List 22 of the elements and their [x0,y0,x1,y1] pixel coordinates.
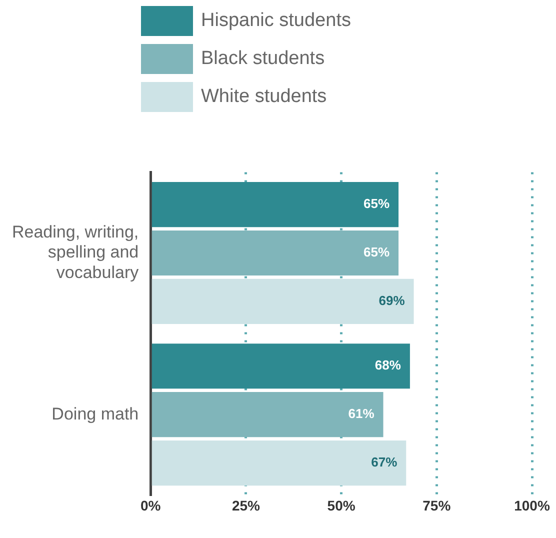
bar [152,344,410,389]
data-label: 65% [363,244,390,260]
bar [152,230,399,276]
legend-label: Hispanic students [201,10,351,32]
y-tick-label: Doing math [52,404,139,424]
bar [152,182,399,228]
x-tick-label: 50% [327,498,356,514]
bar [152,440,406,486]
x-tick-label: 25% [232,498,261,514]
data-label: 69% [378,293,406,308]
legend-label: Black students [201,48,325,70]
legend-label: White students [201,86,327,108]
bar [152,392,384,438]
data-label: 68% [374,358,402,373]
x-tick-label: 75% [422,498,452,514]
data-label: 65% [363,196,390,212]
y-tick-label: Reading, writing, spelling and vocabulary [12,222,140,282]
data-label: 61% [348,406,375,422]
bar [152,278,414,324]
data-label: 67% [371,454,398,470]
x-tick-label: 0% [140,498,162,514]
x-tick-label: 100% [514,498,550,514]
